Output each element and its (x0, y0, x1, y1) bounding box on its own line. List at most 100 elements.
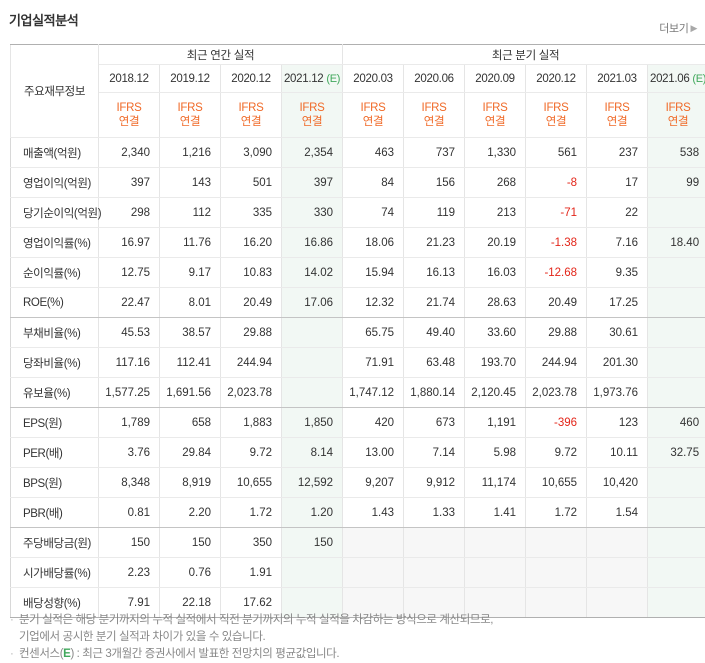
column-period-header: 2019.12 (160, 65, 221, 93)
data-cell: 244.94 (221, 348, 282, 378)
data-cell (282, 378, 343, 408)
data-cell: 63.48 (404, 348, 465, 378)
data-cell: 213 (465, 198, 526, 228)
data-cell: 22.47 (99, 288, 160, 318)
row-label: 당좌비율(%) (11, 348, 99, 378)
footnote-quarterly-line1: 분기 실적은 해당 분기까지의 누적 실적에서 직전 분기까지의 누적 실적을 … (19, 614, 493, 626)
data-cell (648, 528, 705, 558)
row-label: PBR(배) (11, 498, 99, 528)
data-cell (526, 558, 587, 588)
data-cell: 561 (526, 138, 587, 168)
row-label: 유보율(%) (11, 378, 99, 408)
data-cell: 335 (221, 198, 282, 228)
footnote-quarterly: · 분기 실적은 해당 분기까지의 누적 실적에서 직전 분기까지의 누적 실적… (10, 612, 690, 646)
data-cell: 17 (587, 168, 648, 198)
data-cell: 21.23 (404, 228, 465, 258)
standard-scope: 연결 (343, 115, 403, 129)
data-cell: 9.72 (221, 438, 282, 468)
data-cell: 2,023.78 (526, 378, 587, 408)
data-cell: 150 (99, 528, 160, 558)
data-cell: 201.30 (587, 348, 648, 378)
data-cell: 10,420 (587, 468, 648, 498)
data-cell: 1,747.12 (343, 378, 404, 408)
column-period-header: 2020.06 (404, 65, 465, 93)
data-cell: 10,655 (221, 468, 282, 498)
standard-scope: 연결 (526, 115, 586, 129)
data-cell: 420 (343, 408, 404, 438)
column-group-header: 최근 분기 실적 (343, 45, 705, 65)
data-cell: 11.76 (160, 228, 221, 258)
data-cell: 9,207 (343, 468, 404, 498)
data-cell: 0.76 (160, 558, 221, 588)
data-cell: 3.76 (99, 438, 160, 468)
data-cell: 1,850 (282, 408, 343, 438)
data-cell: 22 (587, 198, 648, 228)
data-cell: 673 (404, 408, 465, 438)
data-cell: 2,340 (99, 138, 160, 168)
data-cell: 737 (404, 138, 465, 168)
data-cell: 8,348 (99, 468, 160, 498)
data-cell (648, 348, 705, 378)
more-link[interactable]: 더보기▶ (659, 23, 697, 35)
data-cell: 268 (465, 168, 526, 198)
footnote-quarterly-line2: 기업에서 공시한 분기 실적과 차이가 있을 수 있습니다. (19, 631, 265, 643)
data-cell (648, 468, 705, 498)
data-cell: 2.20 (160, 498, 221, 528)
data-cell: 14.02 (282, 258, 343, 288)
data-cell: 237 (587, 138, 648, 168)
data-cell: 156 (404, 168, 465, 198)
data-cell: 16.03 (465, 258, 526, 288)
data-cell: 12.75 (99, 258, 160, 288)
column-group-header: 최근 연간 실적 (99, 45, 343, 65)
data-cell: 1,691.56 (160, 378, 221, 408)
data-cell: 150 (160, 528, 221, 558)
data-cell: 18.40 (648, 228, 705, 258)
footnote-consensus: · 컨센서스(E) : 최근 3개월간 증권사에서 발표한 전망치의 평균값입니… (10, 646, 690, 663)
data-cell: -1.38 (526, 228, 587, 258)
standard-name: IFRS (282, 101, 342, 115)
data-cell: 1.91 (221, 558, 282, 588)
data-cell: -8 (526, 168, 587, 198)
data-cell: 45.53 (99, 318, 160, 348)
data-cell: 397 (282, 168, 343, 198)
period-label: 2020.03 (353, 73, 392, 85)
standard-scope: 연결 (404, 115, 464, 129)
data-cell: 15.94 (343, 258, 404, 288)
period-label: 2021.12 (284, 73, 323, 85)
period-label: 2020.12 (536, 73, 575, 85)
standard-scope: 연결 (282, 115, 342, 129)
row-label: 시가배당률(%) (11, 558, 99, 588)
data-cell: 16.86 (282, 228, 343, 258)
standard-name: IFRS (404, 101, 464, 115)
data-cell: 30.61 (587, 318, 648, 348)
data-cell (343, 558, 404, 588)
standard-name: IFRS (526, 101, 586, 115)
data-cell: 117.16 (99, 348, 160, 378)
data-cell: 20.19 (465, 228, 526, 258)
data-cell: 9.35 (587, 258, 648, 288)
row-label: EPS(원) (11, 408, 99, 438)
data-cell: 1.33 (404, 498, 465, 528)
data-cell: 112 (160, 198, 221, 228)
data-cell: 460 (648, 408, 705, 438)
standard-name: IFRS (221, 101, 281, 115)
data-cell: 397 (99, 168, 160, 198)
data-cell: 8.01 (160, 288, 221, 318)
data-cell: 123 (587, 408, 648, 438)
data-cell (404, 558, 465, 588)
data-cell: 1.54 (587, 498, 648, 528)
row-label: 주당배당금(원) (11, 528, 99, 558)
row-label: ROE(%) (11, 288, 99, 318)
